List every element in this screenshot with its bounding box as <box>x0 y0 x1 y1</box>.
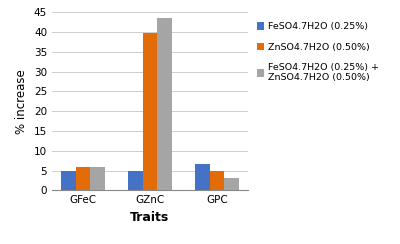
Bar <box>195 164 210 190</box>
Y-axis label: % increase: % increase <box>15 69 28 134</box>
Bar <box>143 33 157 190</box>
X-axis label: Traits: Traits <box>130 211 170 224</box>
Bar <box>61 171 76 190</box>
Legend: FeSO4.7H2O (0.25%), ZnSO4.7H2O (0.50%), FeSO4.7H2O (0.25%) +
ZnSO4.7H2O (0.50%): FeSO4.7H2O (0.25%), ZnSO4.7H2O (0.50%), … <box>255 20 381 84</box>
Bar <box>224 178 239 190</box>
Bar <box>90 167 105 190</box>
Bar <box>128 171 143 190</box>
Bar <box>76 167 90 190</box>
Bar <box>157 18 172 190</box>
Bar <box>210 171 224 190</box>
